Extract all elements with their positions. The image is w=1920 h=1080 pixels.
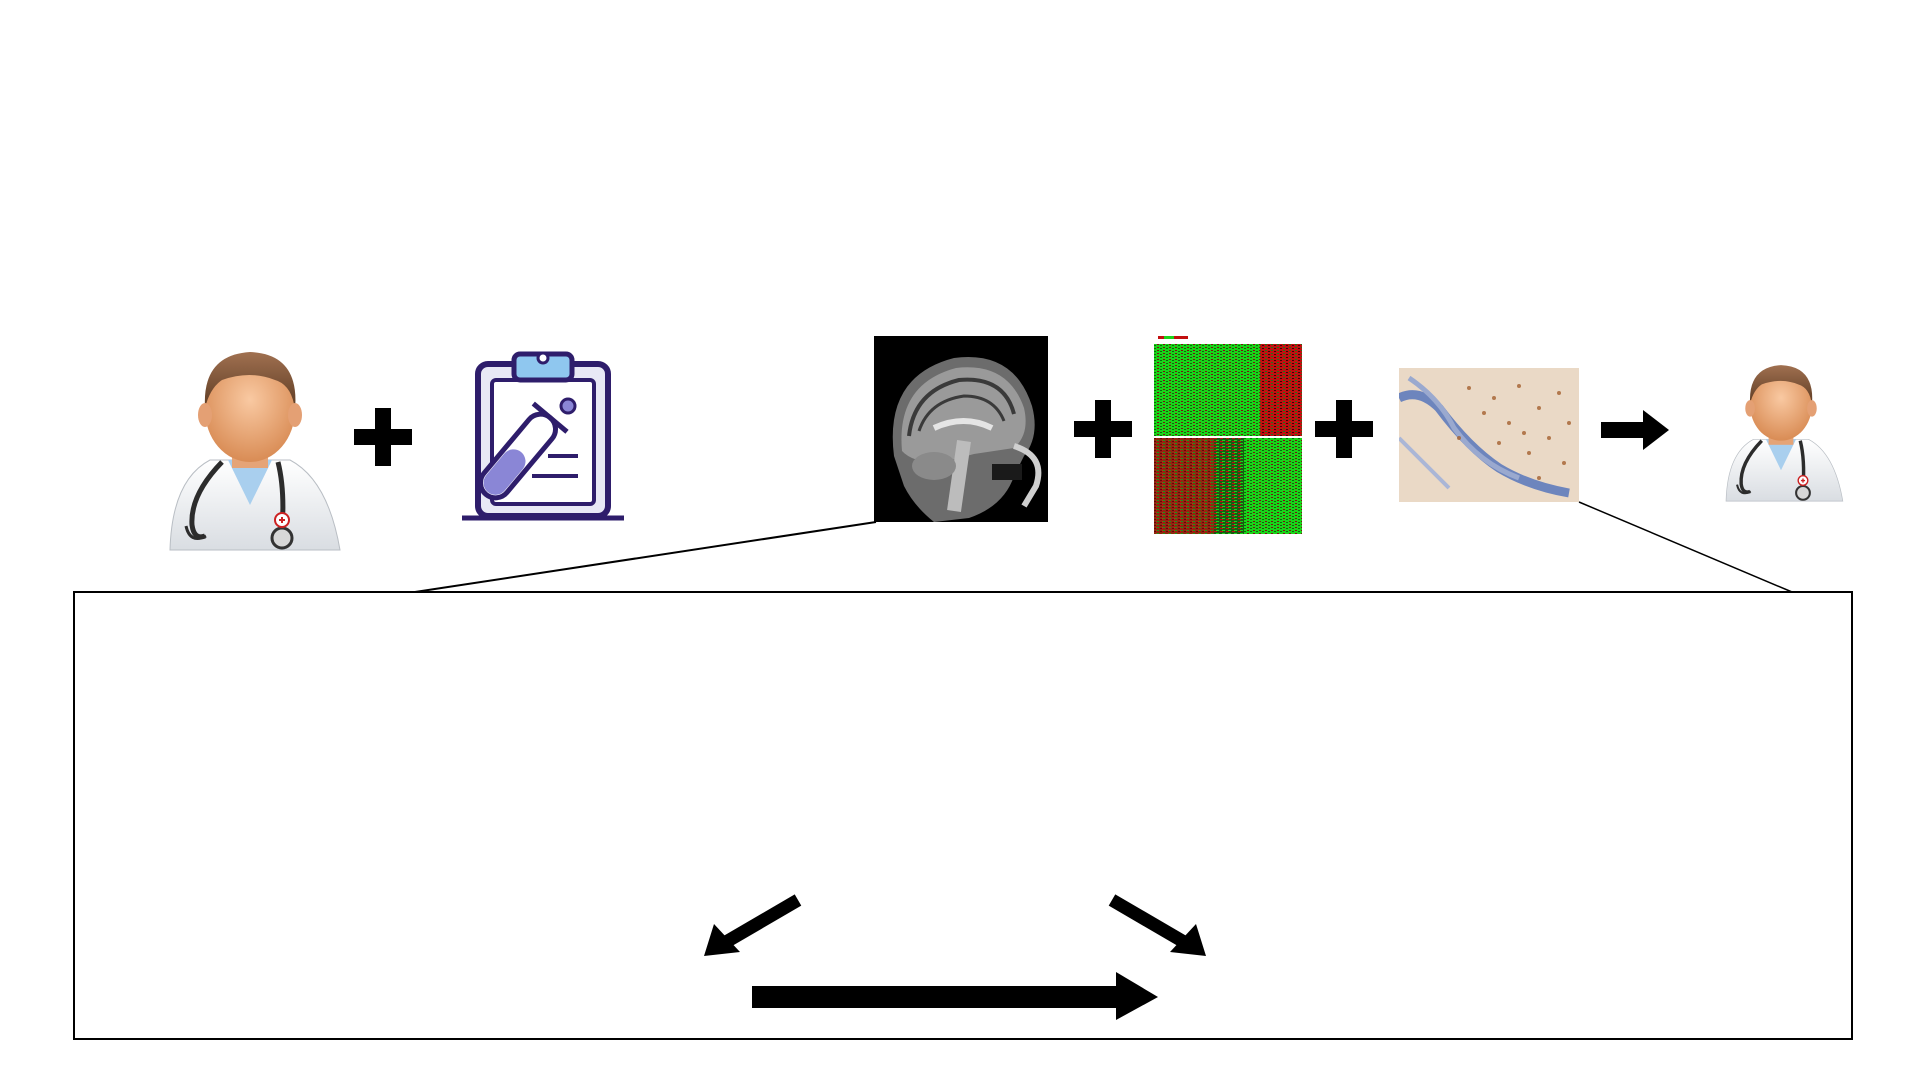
connector-line-left bbox=[414, 521, 877, 593]
histology-slide-image bbox=[1399, 368, 1579, 502]
long-right-arrow-icon bbox=[752, 972, 1158, 1020]
gene-expression-heatmap-image bbox=[1154, 336, 1302, 534]
connector-line-right bbox=[1578, 501, 1793, 593]
doctor-icon bbox=[1725, 365, 1844, 502]
plus-icon bbox=[1315, 400, 1373, 458]
plus-icon bbox=[354, 408, 412, 466]
brain-mri-image bbox=[874, 336, 1048, 522]
down-right-arrow-icon bbox=[1108, 894, 1206, 956]
plus-icon bbox=[1074, 400, 1132, 458]
right-arrow-icon bbox=[1601, 410, 1669, 450]
down-left-arrow-icon bbox=[704, 894, 802, 956]
detail-box bbox=[73, 591, 1853, 1040]
doctor-icon bbox=[169, 352, 341, 551]
clipboard-test-tube-icon bbox=[462, 351, 624, 521]
